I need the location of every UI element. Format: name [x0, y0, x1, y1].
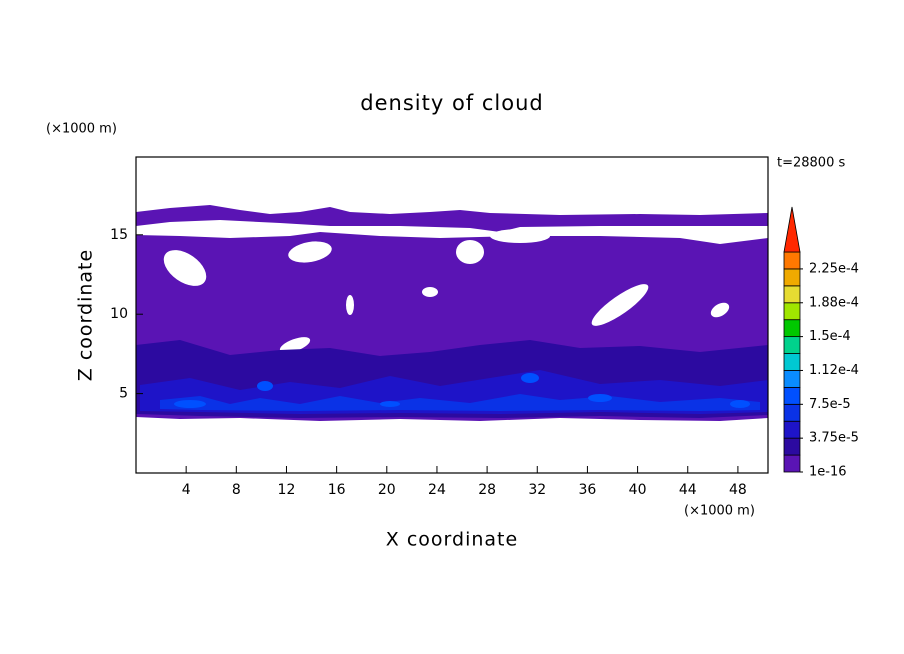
colorbar-label: 2.25e-4 — [809, 261, 859, 276]
x-tick-label: 44 — [679, 482, 697, 498]
x-axis-label: X coordinate — [386, 529, 518, 551]
colorbar-band — [783, 420, 801, 439]
x-tick-label: 8 — [232, 482, 241, 498]
y-unit: (×1000 m) — [46, 122, 117, 137]
colorbar-label: 1e-16 — [809, 465, 847, 480]
x-tick-label: 24 — [428, 482, 446, 498]
y-axis-label: Z coordinate — [75, 249, 97, 381]
colorbar-label: 1.88e-4 — [809, 295, 859, 310]
x-tick-label: 4 — [182, 482, 191, 498]
x-tick-label: 40 — [629, 482, 647, 498]
cloud-gap — [456, 240, 484, 264]
colorbar-band — [783, 302, 801, 321]
x-tick-label: 16 — [328, 482, 346, 498]
contour-region — [521, 373, 539, 383]
colorbar-band — [783, 386, 801, 405]
colorbar-label: 1.5e-4 — [809, 329, 851, 344]
cloud-gap — [288, 241, 332, 263]
y-tick-label: 5 — [119, 386, 128, 402]
colorbar-band — [783, 353, 801, 371]
colorbar-band — [783, 251, 801, 270]
colorbar-band — [783, 336, 801, 354]
plot-frame — [135, 156, 769, 474]
x-tick-label: 20 — [378, 482, 396, 498]
cloud-gap — [163, 250, 207, 286]
cloud-gap — [591, 284, 649, 326]
colorbar-band — [783, 437, 801, 456]
contour-region — [588, 394, 612, 402]
x-tick-label: 48 — [729, 482, 747, 498]
colorbar-band — [783, 268, 801, 287]
cloud-gap — [346, 295, 354, 315]
cloud-gap — [279, 337, 311, 353]
contour-region — [136, 205, 768, 232]
colorbar-band — [783, 403, 801, 422]
chart-title: density of cloud — [360, 91, 543, 115]
x-tick-label: 36 — [579, 482, 597, 498]
y-tick-label: 15 — [110, 227, 128, 243]
cloud-gap — [710, 302, 730, 318]
cloud-gap — [422, 287, 438, 297]
colorbar-band — [783, 454, 801, 473]
cloud-gap — [490, 229, 550, 243]
x-tick-label: 32 — [528, 482, 546, 498]
y-tick-label: 10 — [110, 306, 128, 322]
contour-region — [257, 381, 273, 391]
colorbar-label: 7.5e-5 — [809, 397, 851, 412]
contour-region — [730, 400, 750, 408]
colorbar-overflow — [783, 206, 801, 253]
colorbar-band — [783, 319, 801, 338]
colorbar-band — [783, 285, 801, 304]
colorbar-label: 1.12e-4 — [809, 363, 859, 378]
colorbar-band — [783, 370, 801, 388]
x-tick-label: 12 — [278, 482, 296, 498]
time-annotation: t=28800 s — [777, 156, 845, 171]
colorbar-label: 3.75e-5 — [809, 431, 859, 446]
x-unit: (×1000 m) — [684, 504, 755, 519]
x-tick-label: 28 — [478, 482, 496, 498]
contour-region — [380, 401, 400, 407]
contour-region — [174, 400, 206, 408]
